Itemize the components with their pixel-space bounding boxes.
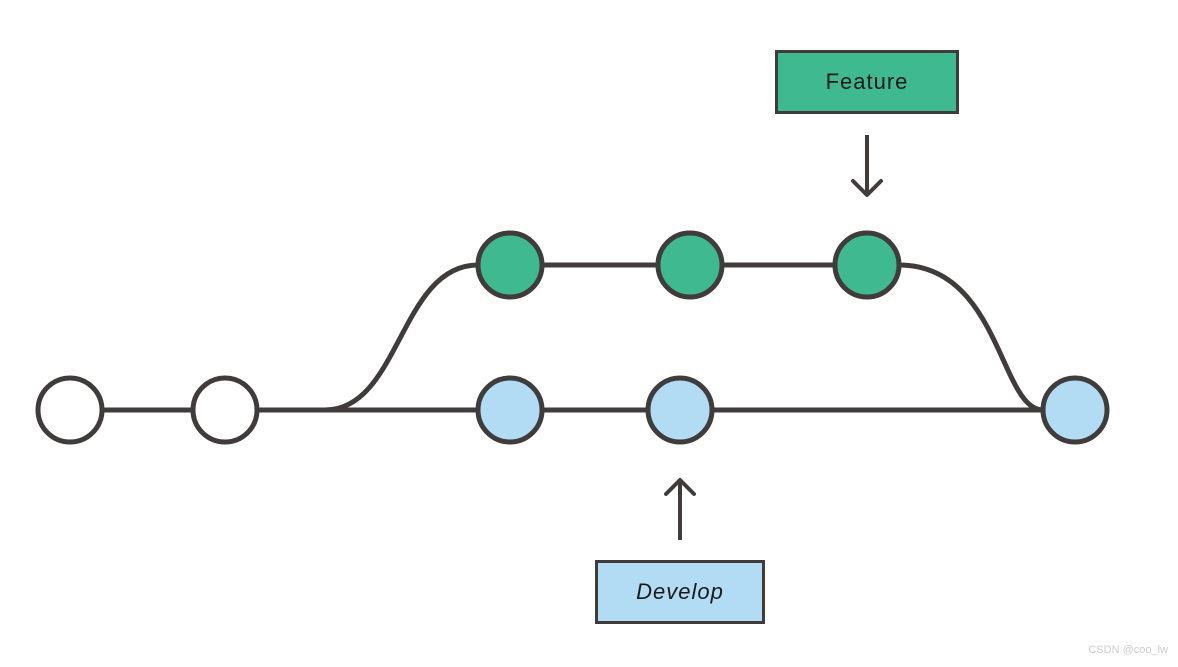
git-branch-diagram: Feature Develop CSDN @coo_lw bbox=[0, 0, 1178, 662]
commit-node bbox=[193, 378, 257, 442]
develop-label-text: Develop bbox=[636, 579, 724, 605]
watermark-text: CSDN @coo_lw bbox=[1088, 644, 1168, 656]
diagram-svg bbox=[0, 0, 1178, 662]
edge-curve bbox=[899, 265, 1043, 410]
edge-curve bbox=[325, 265, 478, 410]
feature-branch-label: Feature bbox=[775, 50, 959, 114]
commit-node bbox=[658, 233, 722, 297]
commit-node bbox=[38, 378, 102, 442]
commit-node bbox=[835, 233, 899, 297]
commit-node bbox=[1043, 378, 1107, 442]
arrow-icon bbox=[666, 480, 694, 540]
arrow-icon bbox=[853, 135, 881, 195]
commit-node bbox=[648, 378, 712, 442]
develop-branch-label: Develop bbox=[595, 560, 765, 624]
commit-node bbox=[478, 233, 542, 297]
feature-label-text: Feature bbox=[826, 69, 909, 95]
commit-node bbox=[478, 378, 542, 442]
